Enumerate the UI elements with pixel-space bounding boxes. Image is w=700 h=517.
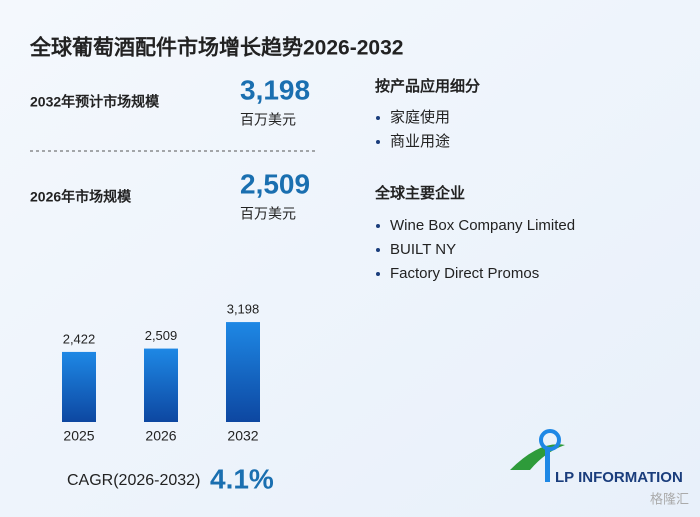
logo: LP INFORMATION xyxy=(510,429,683,486)
stat-label: 2026年市场规模 xyxy=(30,189,132,205)
x-tick-label: 2026 xyxy=(145,428,176,444)
stat-unit: 百万美元 xyxy=(240,206,296,222)
x-tick-label: 2025 xyxy=(63,428,94,444)
logo-text: LP INFORMATION xyxy=(555,469,683,486)
bullet xyxy=(376,272,380,276)
value-label: 2,509 xyxy=(145,328,178,343)
value-label: 2,422 xyxy=(63,331,96,346)
stat-value: 2,509 xyxy=(240,168,310,199)
bullet xyxy=(376,224,380,228)
bar xyxy=(62,351,96,422)
watermark: 格隆汇 xyxy=(650,491,689,506)
stat-value: 3,198 xyxy=(240,74,310,105)
logo-stem xyxy=(545,448,550,482)
cagr-value: 4.1% xyxy=(210,463,274,494)
bullet xyxy=(376,248,380,252)
list-item: Factory Direct Promos xyxy=(390,265,539,282)
list-item: BUILT NY xyxy=(390,241,456,258)
title: 全球葡萄酒配件市场增长趋势2026-2032 xyxy=(29,36,403,60)
list-item: 商业用途 xyxy=(390,133,450,150)
bullet xyxy=(376,116,380,120)
list-item: 家庭使用 xyxy=(390,109,450,126)
section-title: 按产品应用细分 xyxy=(375,77,480,95)
list-item: Wine Box Company Limited xyxy=(390,217,575,234)
bar xyxy=(226,322,260,422)
value-label: 3,198 xyxy=(227,302,260,317)
x-tick-label: 2032 xyxy=(227,428,258,444)
cagr-label: CAGR(2026-2032) xyxy=(67,472,200,489)
stat-label: 2032年预计市场规模 xyxy=(30,94,160,110)
bullet xyxy=(376,140,380,144)
stat-unit: 百万美元 xyxy=(240,112,296,128)
section-title: 全球主要企业 xyxy=(374,184,465,202)
bar xyxy=(144,348,178,422)
